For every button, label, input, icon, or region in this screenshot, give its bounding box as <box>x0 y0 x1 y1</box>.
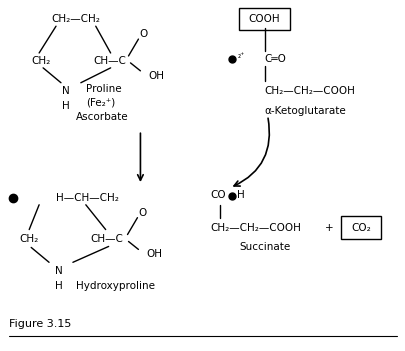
Text: OH: OH <box>146 249 162 259</box>
Text: α-Ketoglutarate: α-Ketoglutarate <box>264 106 345 115</box>
Text: +: + <box>324 223 333 233</box>
Text: N: N <box>55 266 63 276</box>
FancyBboxPatch shape <box>238 8 290 30</box>
Text: O: O <box>138 208 146 218</box>
Text: CH₂—CH₂—COOH: CH₂—CH₂—COOH <box>264 86 354 96</box>
Text: CH—C: CH—C <box>94 56 126 66</box>
Text: CH₂—CH₂: CH₂—CH₂ <box>51 14 100 24</box>
Text: CH₂: CH₂ <box>31 56 50 66</box>
Text: H: H <box>62 100 70 111</box>
Text: CH₂: CH₂ <box>19 234 38 245</box>
Text: CH—C: CH—C <box>91 234 124 245</box>
Text: CO₂: CO₂ <box>350 223 370 233</box>
Text: H—CH—CH₂: H—CH—CH₂ <box>56 193 119 203</box>
Text: (Fe₂⁺): (Fe₂⁺) <box>85 98 115 108</box>
FancyArrowPatch shape <box>233 118 269 186</box>
Text: O: O <box>139 29 147 39</box>
Text: H: H <box>55 281 63 291</box>
Text: COOH: COOH <box>248 14 280 24</box>
Text: Figure 3.15: Figure 3.15 <box>9 319 72 329</box>
Text: ₂⁺: ₂⁺ <box>237 52 244 60</box>
Text: CO: CO <box>209 190 225 200</box>
FancyBboxPatch shape <box>340 216 380 239</box>
Text: C═O: C═O <box>264 54 286 64</box>
Text: OH: OH <box>148 71 164 81</box>
Text: Proline: Proline <box>85 84 121 94</box>
Text: Ascorbate: Ascorbate <box>76 112 128 122</box>
Text: H: H <box>236 190 244 200</box>
Text: Succinate: Succinate <box>239 243 290 252</box>
Text: Hydroxyproline: Hydroxyproline <box>76 281 154 291</box>
Text: N: N <box>62 86 70 96</box>
Text: CH₂—CH₂—COOH: CH₂—CH₂—COOH <box>209 223 300 233</box>
